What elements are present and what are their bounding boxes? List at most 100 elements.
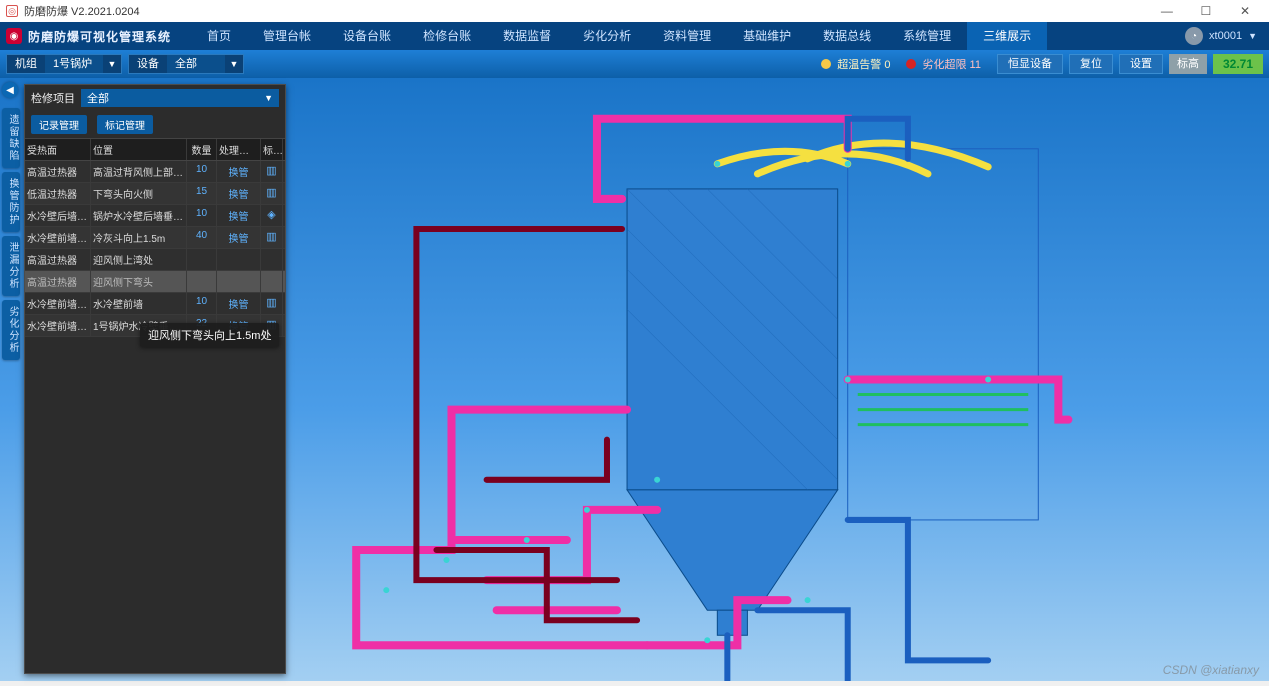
nav-item[interactable]: 资料管理 bbox=[647, 22, 727, 50]
cell-qty[interactable]: 15 bbox=[187, 183, 217, 204]
inspection-panel: 检修项目 全部 ▼ 记录管理 标记管理 受热面 位置 数量 处理方式 标记 高温… bbox=[24, 84, 286, 674]
table-row[interactable]: 高温过热器迎风侧下弯头 bbox=[25, 271, 285, 293]
side-tab[interactable]: 泄漏分析 bbox=[2, 236, 20, 296]
main-area: ◀ 遗留缺陷换管防护泄漏分析劣化分析 检修项目 全部 ▼ 记录管理 标记管理 受… bbox=[0, 78, 1269, 681]
project-value: 全部 bbox=[87, 90, 109, 106]
project-label: 检修项目 bbox=[31, 90, 75, 106]
table-row[interactable]: 高温过热器高温过背风侧上部吹灰器10换管▥ bbox=[25, 161, 285, 183]
mark-icon[interactable]: ▥ bbox=[261, 161, 283, 182]
mark-icon[interactable]: ▥ bbox=[261, 227, 283, 248]
warning-dot-icon bbox=[821, 59, 831, 69]
cell-surface: 水冷壁后墙垂直段 bbox=[25, 205, 91, 226]
maximize-button[interactable]: ☐ bbox=[1188, 4, 1224, 18]
nav-item[interactable]: 设备台账 bbox=[327, 22, 407, 50]
nav-item[interactable]: 三维展示 bbox=[967, 22, 1047, 50]
chevron-down-icon: ▼ bbox=[103, 55, 121, 73]
user-menu[interactable]: ◔ xt0001 ▼ bbox=[1185, 27, 1257, 45]
cell-surface: 水冷壁前墙螺旋段 bbox=[25, 315, 91, 336]
cell-surface: 高温过热器 bbox=[25, 249, 91, 270]
cell-qty[interactable] bbox=[187, 249, 217, 270]
error-dot-icon bbox=[906, 59, 916, 69]
nav-item[interactable]: 检修台账 bbox=[407, 22, 487, 50]
nav-item[interactable]: 数据总线 bbox=[807, 22, 887, 50]
mark-icon[interactable]: ▥ bbox=[261, 183, 283, 204]
nav-item[interactable]: 系统管理 bbox=[887, 22, 967, 50]
avatar-icon: ◔ bbox=[1185, 27, 1203, 45]
cell-position: 高温过背风侧上部吹灰器 bbox=[91, 161, 187, 182]
pipes-yellow bbox=[717, 143, 988, 174]
col-qty: 数量 bbox=[187, 139, 217, 160]
nav-item[interactable]: 首页 bbox=[191, 22, 247, 50]
cell-method[interactable]: 换管 bbox=[217, 161, 261, 182]
os-titlebar: ◎ 防磨防爆 V2.2021.0204 — ☐ ✕ bbox=[0, 0, 1269, 22]
cell-method[interactable]: 换管 bbox=[217, 293, 261, 314]
cell-method[interactable]: 换管 bbox=[217, 205, 261, 226]
equip-label: 设备 bbox=[129, 55, 167, 73]
unit-label: 机组 bbox=[7, 55, 45, 73]
unit-select[interactable]: 机组 1号锅炉 ▼ bbox=[6, 54, 122, 74]
reset-button[interactable]: 复位 bbox=[1069, 54, 1113, 74]
col-method: 处理方式 bbox=[217, 139, 261, 160]
table-header: 受热面 位置 数量 处理方式 标记 bbox=[25, 138, 285, 161]
cell-surface: 水冷壁前墙垂直段 bbox=[25, 293, 91, 314]
tab-records[interactable]: 记录管理 bbox=[31, 115, 87, 134]
cell-qty[interactable]: 10 bbox=[187, 161, 217, 182]
cell-position: 迎风侧上湾处 bbox=[91, 249, 187, 270]
cell-surface: 高温过热器 bbox=[25, 161, 91, 182]
boiler-diagram bbox=[286, 78, 1269, 681]
nav-item[interactable]: 劣化分析 bbox=[567, 22, 647, 50]
cell-qty[interactable]: 10 bbox=[187, 293, 217, 314]
side-tabs: 遗留缺陷换管防护泄漏分析劣化分析 bbox=[2, 108, 20, 360]
degrade-alarm-indicator: 劣化超限 11 bbox=[906, 56, 980, 72]
settings-button[interactable]: 设置 bbox=[1119, 54, 1163, 74]
cell-surface: 高温过热器 bbox=[25, 271, 91, 292]
cell-qty[interactable]: 40 bbox=[187, 227, 217, 248]
nav-item[interactable]: 数据监督 bbox=[487, 22, 567, 50]
equip-value: 全部 bbox=[167, 55, 225, 73]
mark-icon[interactable]: ▥ bbox=[261, 293, 283, 314]
tab-marks[interactable]: 标记管理 bbox=[97, 115, 153, 134]
cell-surface: 水冷壁前墙螺旋段 bbox=[25, 227, 91, 248]
boiler-body bbox=[627, 149, 1038, 635]
cell-qty[interactable] bbox=[187, 271, 217, 292]
side-tab[interactable]: 劣化分析 bbox=[2, 300, 20, 360]
always-show-button[interactable]: 恒显设备 bbox=[997, 54, 1063, 74]
equip-select[interactable]: 设备 全部 ▼ bbox=[128, 54, 244, 74]
table-row[interactable]: 高温过热器迎风侧上湾处 bbox=[25, 249, 285, 271]
app-icon: ◉ bbox=[6, 28, 22, 44]
nav-item[interactable]: 管理台帐 bbox=[247, 22, 327, 50]
col-mark: 标记 bbox=[261, 139, 283, 160]
elevation-label: 标高 bbox=[1169, 54, 1207, 74]
panel-toggle-button[interactable]: ◀ bbox=[2, 82, 18, 98]
nav-item[interactable]: 基础维护 bbox=[727, 22, 807, 50]
project-select[interactable]: 全部 ▼ bbox=[81, 89, 279, 107]
elevation-value: 32.71 bbox=[1213, 54, 1263, 74]
cell-method[interactable]: 换管 bbox=[217, 183, 261, 204]
degrade-alarm-label: 劣化超限 11 bbox=[922, 56, 980, 72]
3d-viewport[interactable] bbox=[286, 78, 1269, 681]
window-title: 防磨防爆 V2.2021.0204 bbox=[24, 3, 140, 19]
cell-position: 下弯头向火侧 bbox=[91, 183, 187, 204]
row-tooltip: 迎风侧下弯头向上1.5m处 bbox=[140, 323, 279, 347]
table-row[interactable]: 水冷壁前墙垂直段水冷壁前墙10换管▥ bbox=[25, 293, 285, 315]
minimize-button[interactable]: — bbox=[1149, 4, 1185, 18]
table-row[interactable]: 低温过热器下弯头向火侧15换管▥ bbox=[25, 183, 285, 205]
cell-position: 锅炉水冷壁后墙垂直段左 bbox=[91, 205, 187, 226]
mark-icon[interactable]: ◈ bbox=[261, 205, 283, 226]
overheat-alarm-label: 超温告警 0 bbox=[837, 56, 890, 72]
col-position: 位置 bbox=[91, 139, 187, 160]
cell-method[interactable] bbox=[217, 271, 261, 292]
chevron-down-icon: ▼ bbox=[225, 55, 243, 73]
side-tab[interactable]: 换管防护 bbox=[2, 172, 20, 232]
mark-icon[interactable] bbox=[261, 249, 283, 270]
cell-qty[interactable]: 10 bbox=[187, 205, 217, 226]
app-header: ◉ 防磨防爆可视化管理系统 首页管理台帐设备台账检修台账数据监督劣化分析资料管理… bbox=[0, 22, 1269, 50]
mark-icon[interactable] bbox=[261, 271, 283, 292]
side-tab[interactable]: 遗留缺陷 bbox=[2, 108, 20, 168]
table-row[interactable]: 水冷壁后墙垂直段锅炉水冷壁后墙垂直段左10换管◈ bbox=[25, 205, 285, 227]
close-button[interactable]: ✕ bbox=[1227, 4, 1263, 18]
table-row[interactable]: 水冷壁前墙螺旋段冷灰斗向上1.5m40换管▥ bbox=[25, 227, 285, 249]
cell-method[interactable] bbox=[217, 249, 261, 270]
overheat-alarm-indicator: 超温告警 0 bbox=[821, 56, 890, 72]
cell-method[interactable]: 换管 bbox=[217, 227, 261, 248]
